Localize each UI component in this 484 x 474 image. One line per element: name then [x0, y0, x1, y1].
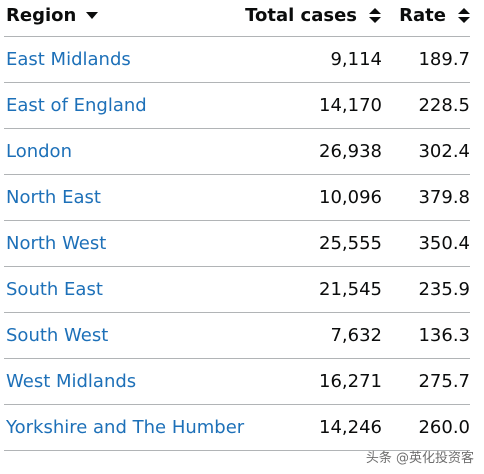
region-cell: London: [6, 129, 72, 174]
region-cell: West Midlands: [6, 359, 136, 404]
table-row: London 26,938 302.4: [4, 129, 470, 175]
rate-cell: 350.4: [418, 233, 470, 254]
region-link[interactable]: North West: [6, 233, 107, 254]
region-cell: North West: [6, 221, 106, 266]
table-body: East Midlands 9,114 189.7 East of England 14…: [4, 37, 470, 451]
total-cases-cell: 10,096: [319, 187, 382, 208]
total-cases-cell: 26,938: [319, 141, 382, 162]
region-cell: East Midlands: [6, 37, 131, 82]
rate-cell: 379.8: [418, 187, 470, 208]
rate-cell: 302.4: [418, 141, 470, 162]
total-cases-cell: 16,271: [319, 371, 382, 392]
total-cases-cell: 14,246: [319, 417, 382, 438]
region-cell: North East: [6, 175, 101, 220]
total-cases-cell: 21,545: [319, 279, 382, 300]
table-row: East Midlands 9,114 189.7: [4, 37, 470, 83]
region-cell: South East: [6, 267, 103, 312]
rate-header-label: Rate: [399, 4, 446, 26]
total-cases-cell: 14,170: [319, 95, 382, 116]
table-row: Yorkshire and The Humber 14,246 260.0: [4, 405, 470, 451]
region-cell: Yorkshire and The Humber: [6, 405, 244, 450]
table-row: North East 10,096 379.8: [4, 175, 470, 221]
region-link[interactable]: Yorkshire and The Humber: [6, 417, 245, 438]
region-link[interactable]: North East: [6, 187, 101, 208]
watermark: 头条 @英化投资客: [365, 451, 474, 466]
table-header-row: Region Total cases Rate: [4, 0, 470, 37]
region-link[interactable]: West Midlands: [6, 371, 137, 392]
region-link[interactable]: South West: [6, 325, 109, 346]
total-cases-cell: 25,555: [319, 233, 382, 254]
rate-cell: 275.7: [418, 371, 470, 392]
sort-updown-icon: [458, 7, 470, 23]
region-column-header[interactable]: Region: [6, 0, 99, 36]
total-cases-cell: 7,632: [330, 325, 382, 346]
table-row: South East 21,545 235.9: [4, 267, 470, 313]
total-cases-column-header[interactable]: Total cases: [245, 0, 381, 36]
region-link[interactable]: East Midlands: [6, 49, 131, 70]
rate-column-header[interactable]: Rate: [399, 0, 470, 36]
sort-updown-icon: [369, 7, 381, 23]
rate-cell: 260.0: [418, 417, 470, 438]
table-row: South West 7,632 136.3: [4, 313, 470, 359]
region-cell: East of England: [6, 83, 147, 128]
table-row: North West 25,555 350.4: [4, 221, 470, 267]
table-row: West Midlands 16,271 275.7: [4, 359, 470, 405]
total-cases-sort-button[interactable]: Total cases: [245, 5, 381, 26]
total-cases-cell: 9,114: [330, 49, 382, 70]
rate-cell: 136.3: [418, 325, 470, 346]
region-header-label: Region: [6, 4, 77, 26]
caret-down-icon: [86, 11, 99, 19]
rate-cell: 189.7: [418, 49, 470, 70]
region-link[interactable]: East of England: [6, 95, 147, 116]
rate-cell: 235.9: [418, 279, 470, 300]
rate-sort-button[interactable]: Rate: [399, 5, 470, 26]
region-link[interactable]: South East: [6, 279, 103, 300]
regions-table: Region Total cases Rate East Midlands 9,1…: [4, 0, 470, 451]
region-sort-button[interactable]: Region: [6, 4, 99, 26]
region-link[interactable]: London: [6, 141, 72, 162]
region-cell: South West: [6, 313, 108, 358]
rate-cell: 228.5: [418, 95, 470, 116]
table-row: East of England 14,170 228.5: [4, 83, 470, 129]
total-cases-header-label: Total cases: [245, 4, 357, 26]
